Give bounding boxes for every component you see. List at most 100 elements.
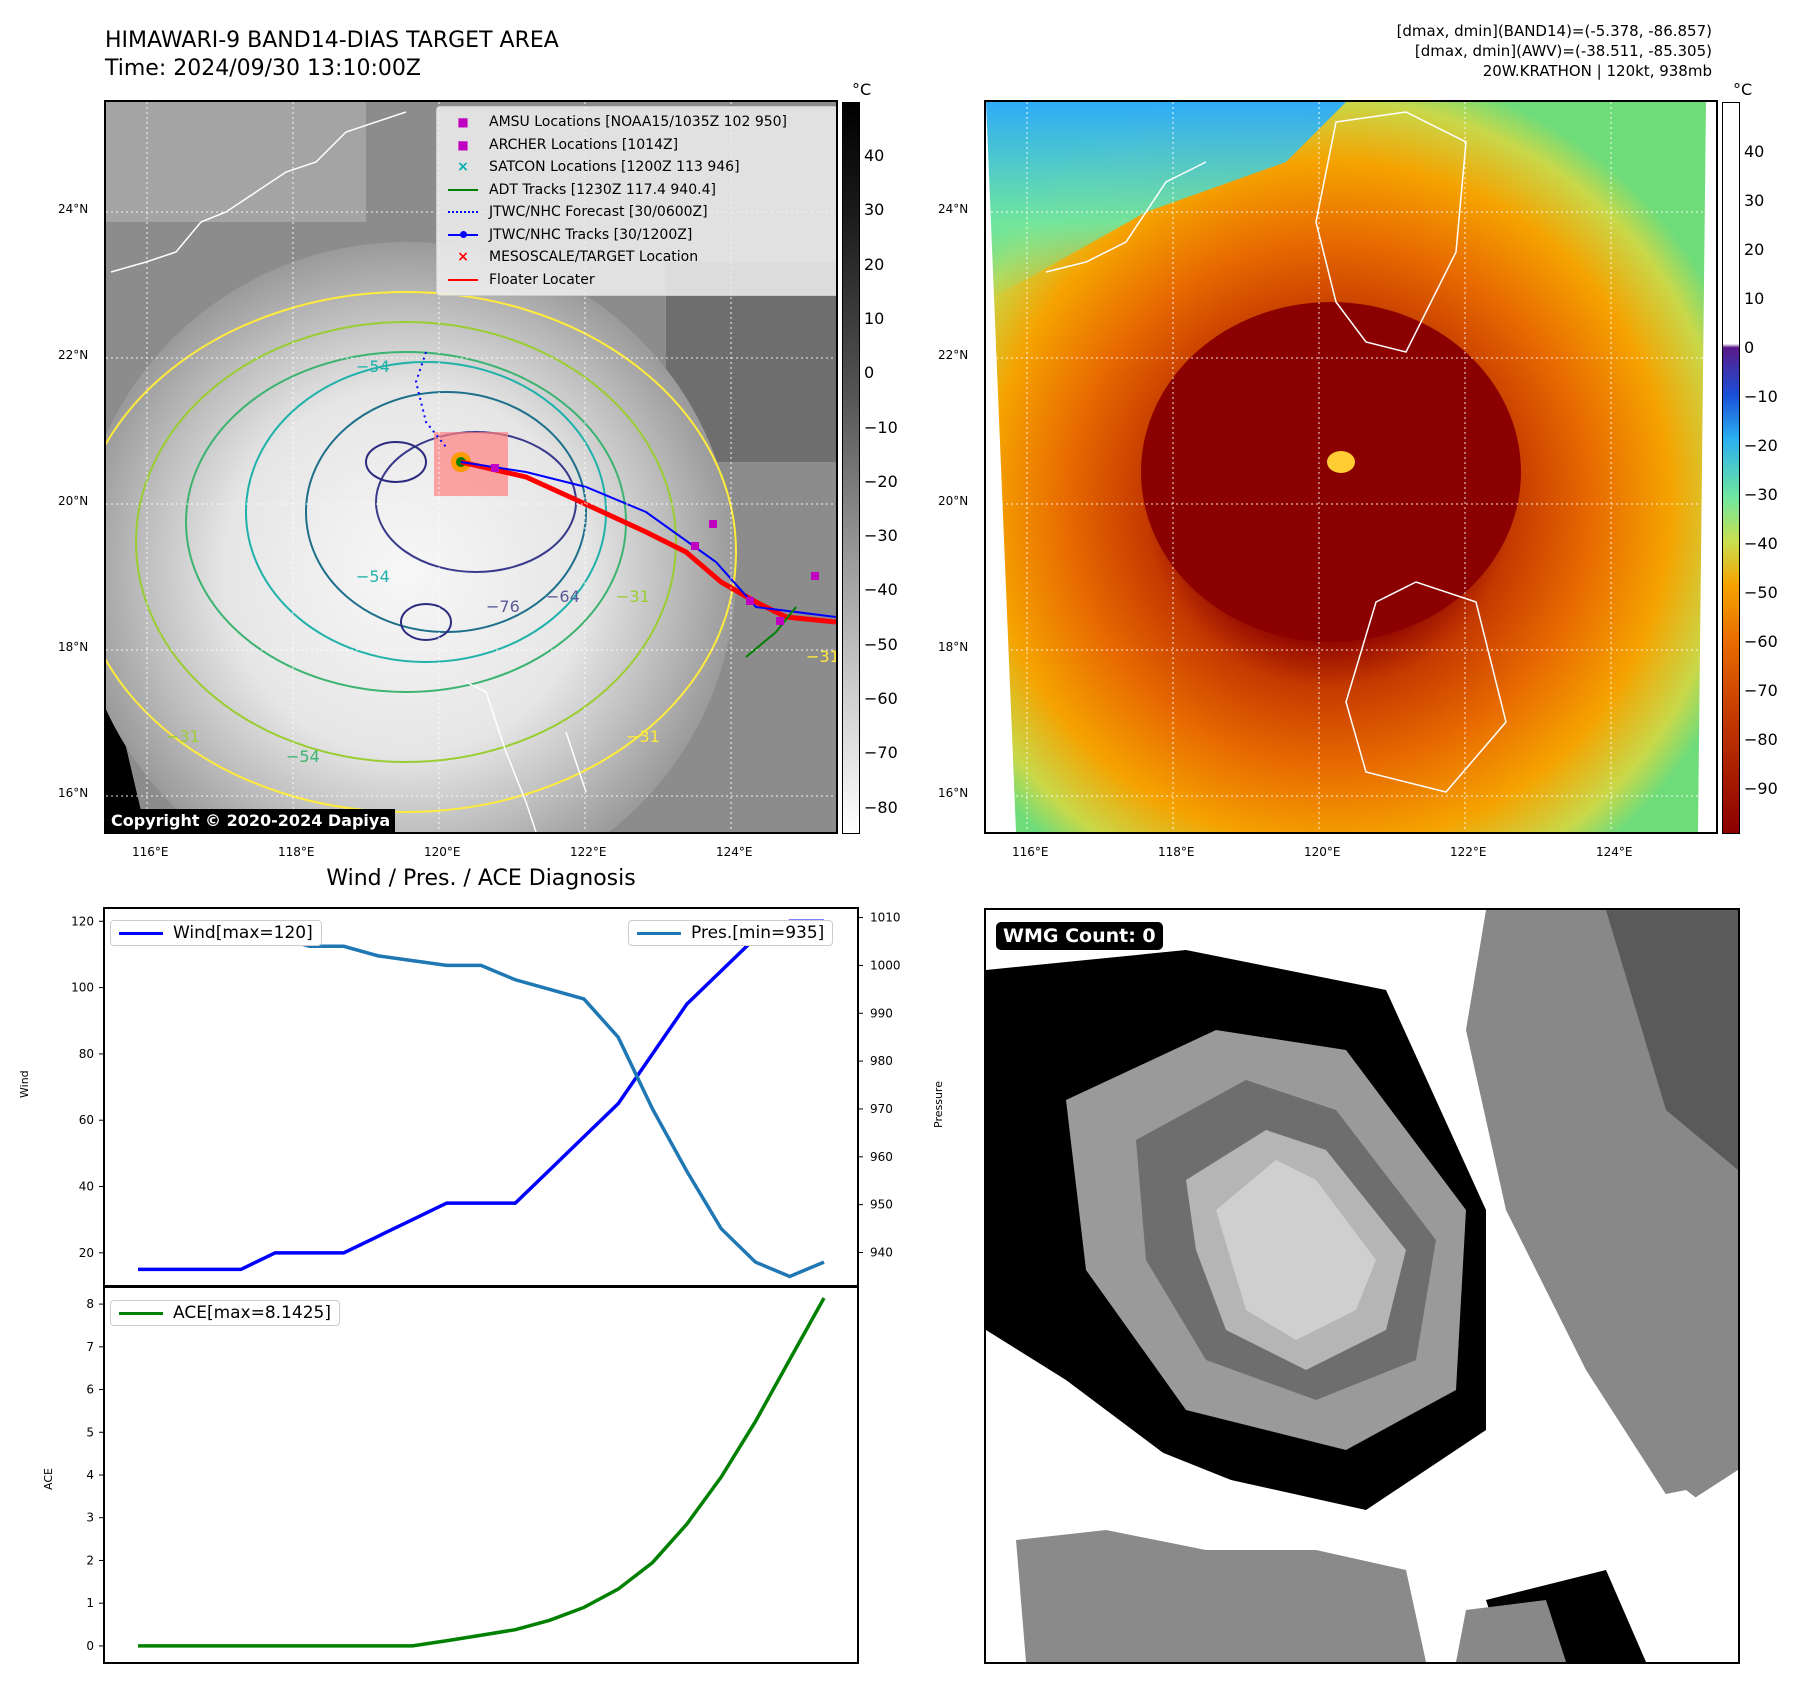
dot-line-icon [445, 227, 481, 243]
wind-line [138, 919, 824, 1272]
y-tick-label: 20 [79, 1246, 94, 1260]
line-marker-icon [445, 272, 481, 288]
colorbar-tick-label: −80 [1744, 730, 1778, 749]
colorbar-tick-label: −30 [1744, 485, 1778, 504]
lat-label: 16°N [938, 786, 969, 800]
colorbar-tick-label: −10 [864, 417, 898, 437]
ace-legend: ACE[max=8.1425] [110, 1300, 340, 1326]
diagnosis-title: Wind / Pres. / ACE Diagnosis [326, 866, 636, 891]
lon-label: 118°E [1158, 845, 1195, 859]
x-marker-icon: × [457, 249, 469, 266]
y-tick-label: 0 [86, 1639, 94, 1653]
legend-item: ■ ARCHER Locations [1014Z] [445, 134, 833, 157]
ace-chart: 0 1 2 3 4 5 6 7 8 [86, 1286, 859, 1664]
colorbar-tick-label: −80 [864, 797, 898, 817]
lat-label: 24°N [938, 202, 969, 216]
colorbar-tick-label: −60 [864, 689, 898, 708]
colorbar-tick-label: −90 [1744, 779, 1778, 798]
lon-label: 120°E [424, 845, 461, 859]
legend-item: × MESOSCALE/TARGET Location [445, 246, 833, 269]
y2-tick-label: 980 [870, 1054, 893, 1068]
contour-label: −31 [806, 647, 836, 666]
bd-enhanced-map: −76 −64 −54 −54 −31 −31 −54 −31 −31 ■AMS… [104, 100, 838, 834]
lon-label: 122°E [1450, 845, 1487, 859]
wind-legend: Wind[max=120] [110, 920, 322, 946]
colorbar-tick-label: 40 [864, 146, 885, 165]
legend-item: ADT Tracks [1230Z 117.4 940.4] [445, 179, 833, 202]
y-tick-label: 100 [71, 981, 94, 995]
colorbar-tick-label: −50 [1744, 583, 1778, 602]
left-colorbar [842, 102, 860, 834]
contour-label: −54 [286, 747, 320, 766]
square-marker-icon: ■ [457, 115, 469, 130]
plot-frame [103, 1286, 859, 1664]
y2-tick-label: 970 [870, 1102, 893, 1116]
y-tick-label: 7 [86, 1340, 94, 1354]
wind-legend-line-icon [119, 931, 163, 935]
lat-label: 16°N [58, 786, 89, 800]
y-tick-label: 6 [86, 1383, 94, 1397]
lat-label: 20°N [938, 494, 969, 508]
y2-tick-label: 990 [870, 1006, 893, 1020]
lon-label: 116°E [1012, 845, 1049, 859]
y-tick-label: 80 [79, 1047, 94, 1061]
storm-info: 20W.KRATHON | 120kt, 938mb [1482, 62, 1712, 80]
contour-label: −76 [486, 597, 520, 616]
colorbar-unit: °C [852, 80, 872, 99]
colorbar-tick-label: −70 [864, 743, 898, 763]
colorbar-tick-label: 20 [864, 254, 885, 274]
y-tick-label: 5 [86, 1425, 94, 1439]
wmg-image [986, 910, 1738, 1662]
colorbar-tick-label: 30 [1744, 191, 1765, 210]
pressure-line [138, 925, 825, 1279]
legend-item: JTWC/NHC Tracks [30/1200Z] [445, 224, 833, 247]
ace-line [138, 1297, 826, 1648]
lat-label: 22°N [58, 348, 89, 362]
y-tick-label: 4 [86, 1468, 94, 1482]
lon-label: 120°E [1304, 845, 1341, 859]
wv-map-image [986, 102, 1716, 832]
y2-tick-label: 950 [870, 1198, 893, 1212]
colorbar-tick-label: 0 [864, 363, 875, 383]
y-tick-label: 8 [86, 1297, 94, 1311]
colorbar-tick-label: −40 [864, 580, 898, 600]
wv-map [984, 100, 1718, 834]
wmg-count-badge: WMG Count: 0 [996, 922, 1163, 950]
ace-axis-label: ACE [42, 1468, 55, 1490]
y-tick-label: 3 [86, 1511, 94, 1525]
lon-label: 124°E [716, 845, 753, 859]
colorbar-tick-label: 0 [1744, 338, 1755, 357]
copyright-label: Copyright © 2020-2024 Dapiya [106, 809, 396, 832]
ace-legend-line-icon [119, 1311, 163, 1315]
lat-label: 24°N [58, 202, 89, 216]
pressure-legend-line-icon [637, 931, 681, 935]
contour-label: −54 [356, 357, 390, 376]
legend-item: ■ AMSU Locations [NOAA15/1035Z 102 950] [445, 111, 833, 134]
lat-label: 22°N [938, 348, 969, 362]
colorbar-tick-label: −60 [1744, 632, 1778, 651]
y-tick-label: 40 [79, 1180, 94, 1194]
contour-label: −31 [616, 587, 650, 606]
legend-item: Floater Locater [445, 269, 833, 292]
legend-item: × SATCON Locations [1200Z 113 946] [445, 156, 833, 179]
colorbar-tick-label: −70 [1744, 681, 1778, 700]
map-legend: ■ AMSU Locations [NOAA15/1035Z 102 950] ■… [436, 106, 836, 296]
lat-label: 18°N [938, 640, 969, 654]
wind-pressure-chart: 20 40 60 80 100 120 940 950 960 970 980 990 1000 1010 [71, 907, 901, 1287]
colorbar-unit: °C [1733, 80, 1753, 99]
colorbar-tick-label: −20 [1744, 436, 1778, 455]
lon-label: 122°E [570, 845, 607, 859]
colorbar-tick-label: −50 [864, 634, 898, 654]
y2-tick-label: 940 [870, 1246, 893, 1260]
lon-label: 116°E [132, 845, 169, 859]
x-marker-icon: × [457, 159, 469, 176]
awv-range: [dmax, dmin](AWV)=(-38.511, -85.305) [1414, 42, 1712, 60]
y2-tick-label: 960 [870, 1150, 893, 1164]
contour-label: −64 [546, 587, 580, 606]
colorbar-tick-label: −30 [864, 526, 898, 546]
y-tick-label: 2 [86, 1553, 94, 1567]
square-marker-icon: ■ [457, 137, 469, 152]
figure-time: Time: 2024/09/30 13:10:00Z [105, 56, 421, 81]
legend-item: JTWC/NHC Forecast [30/0600Z] [445, 201, 833, 224]
contour-label: −31 [166, 727, 200, 746]
